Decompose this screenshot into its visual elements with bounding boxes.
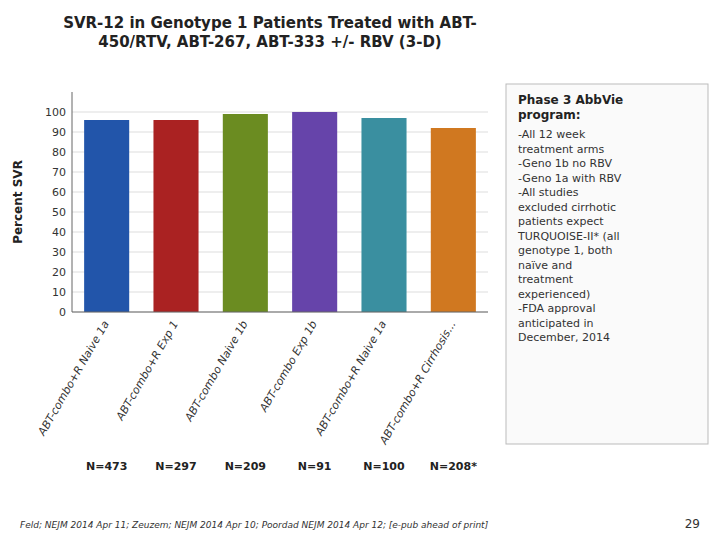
grid-line xyxy=(72,172,488,173)
n-label: N=91 xyxy=(298,460,332,473)
annotation-box xyxy=(506,84,708,444)
text-line: excluded cirrhotic xyxy=(518,201,616,214)
y-tick-label: 0 xyxy=(59,306,66,319)
grid-line xyxy=(72,152,488,153)
y-tick-label: 60 xyxy=(52,186,66,199)
x-axis xyxy=(72,312,488,313)
bar xyxy=(361,118,406,312)
text-line: naïve and xyxy=(518,259,572,272)
y-tick-label: 40 xyxy=(52,226,66,239)
grid-line xyxy=(72,272,488,273)
footnote: Feld; NEJM 2014 Apr 11; Zeuzem; NEJM 201… xyxy=(20,520,489,530)
grid-line xyxy=(72,252,488,253)
text-line: -All studies xyxy=(518,186,579,199)
text-line: 450/RTV, ABT-267, ABT-333 +/- RBV (3-D) xyxy=(98,33,441,51)
annotation-title: Phase 3 AbbVieprogram: xyxy=(518,93,623,122)
y-tick-label: 20 xyxy=(52,266,66,279)
text-line: treatment xyxy=(518,273,574,286)
text-line: TURQUOISE-II* (all xyxy=(517,230,620,243)
grid-line xyxy=(72,132,488,133)
x-tick-label: ABT-combo+R Cirrhosis... xyxy=(377,319,459,448)
text-line: program: xyxy=(518,108,581,122)
y-tick-label: 100 xyxy=(45,106,66,119)
grid-line xyxy=(72,192,488,193)
y-tick-label: 70 xyxy=(52,166,66,179)
y-axis xyxy=(72,92,73,312)
n-label: N=297 xyxy=(155,460,196,473)
grid-line xyxy=(72,212,488,213)
text-line: Phase 3 AbbVie xyxy=(518,93,623,107)
grid-line xyxy=(72,232,488,233)
text-line: December, 2014 xyxy=(518,331,610,344)
bar xyxy=(431,128,476,312)
text-line: SVR-12 in Genotype 1 Patients Treated wi… xyxy=(63,14,477,32)
text-line: genotype 1, both xyxy=(518,244,613,257)
y-tick-label: 30 xyxy=(52,246,66,259)
text-line: patients expect xyxy=(518,215,604,228)
text-line: -Geno 1a with RBV xyxy=(518,172,622,185)
y-tick-label: 10 xyxy=(52,286,66,299)
n-label: N=208* xyxy=(430,460,477,473)
bars xyxy=(84,112,476,312)
bar xyxy=(292,112,337,312)
x-tick-label: ABT-combo+R Exp 1 xyxy=(113,319,181,424)
bar xyxy=(153,120,198,312)
title: SVR-12 in Genotype 1 Patients Treated wi… xyxy=(63,14,477,51)
annotation-body: -All 12 week treatment arms-Geno 1b no RB… xyxy=(517,128,622,344)
x-tick-label: ABT-combo+R Naive 1a xyxy=(35,318,112,438)
y-tick-label: 50 xyxy=(52,206,66,219)
x-tick-label: ABT-combo+R Naive 1a xyxy=(312,318,389,438)
grid-line xyxy=(72,112,488,113)
n-label: N=209 xyxy=(225,460,266,473)
bar xyxy=(84,120,129,312)
page-number: 29 xyxy=(685,517,700,531)
text-line: -Geno 1b no RBV xyxy=(518,157,612,170)
text-line: -FDA approval xyxy=(518,302,596,315)
n-label: N=100 xyxy=(363,460,405,473)
grid-line xyxy=(72,312,488,313)
y-axis-label: Percent SVR xyxy=(11,160,25,244)
text-line: experienced) xyxy=(518,288,590,301)
text-line: -All 12 week xyxy=(518,128,586,141)
text-line: treatment arms xyxy=(518,143,604,156)
y-tick-label: 90 xyxy=(52,126,66,139)
text-line: anticipated in xyxy=(518,317,594,330)
n-label: N=473 xyxy=(86,460,127,473)
bar xyxy=(223,114,268,312)
chart: SVR-12 in Genotype 1 Patients Treated wi… xyxy=(0,0,720,540)
grid-line xyxy=(72,292,488,293)
x-tick-label: ABT-combo Naive 1b xyxy=(182,318,251,424)
y-tick-label: 80 xyxy=(52,146,66,159)
x-tick-label: ABT-combo Exp 1b xyxy=(257,318,320,414)
